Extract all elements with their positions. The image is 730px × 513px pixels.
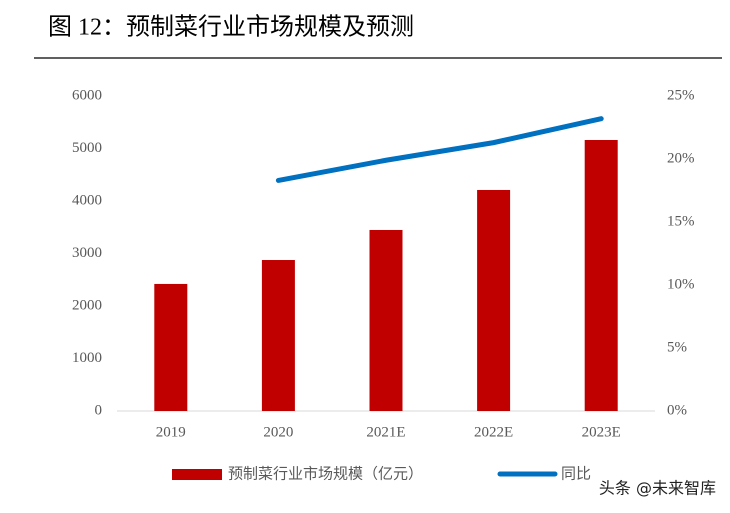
bar xyxy=(477,189,511,411)
x-tick-label: 2022E xyxy=(474,424,513,440)
x-tick-label: 2019 xyxy=(156,424,186,440)
x-tick-label: 2023E xyxy=(582,424,621,440)
bar xyxy=(261,260,295,411)
chart-title: 图 12：预制菜行业市场规模及预测 xyxy=(48,14,414,41)
legend-label: 同比 xyxy=(561,465,591,482)
y-tick-label: 6000 xyxy=(72,87,102,103)
watermark: 头条 @未来智库 xyxy=(599,479,716,498)
y-tick-label: 3000 xyxy=(72,245,102,261)
y2-tick-label: 5% xyxy=(667,339,687,355)
y-tick-label: 1000 xyxy=(72,350,102,366)
y2-tick-label: 15% xyxy=(667,213,695,229)
x-tick-label: 2020 xyxy=(263,424,293,440)
bar xyxy=(154,283,188,411)
bar xyxy=(369,229,403,411)
y-tick-label: 2000 xyxy=(72,297,102,313)
legend-swatch xyxy=(172,469,222,480)
y2-tick-label: 25% xyxy=(667,87,695,103)
legend-label: 预制菜行业市场规模（亿元） xyxy=(228,465,423,482)
x-tick-label: 2021E xyxy=(366,424,405,440)
y2-tick-label: 20% xyxy=(667,150,695,166)
y-tick-label: 5000 xyxy=(72,140,102,156)
y2-tick-label: 0% xyxy=(667,402,687,418)
y-tick-label: 0 xyxy=(95,402,103,418)
line xyxy=(275,116,604,183)
y2-tick-label: 10% xyxy=(667,276,695,292)
bar xyxy=(584,139,618,411)
y-tick-label: 4000 xyxy=(72,192,102,208)
